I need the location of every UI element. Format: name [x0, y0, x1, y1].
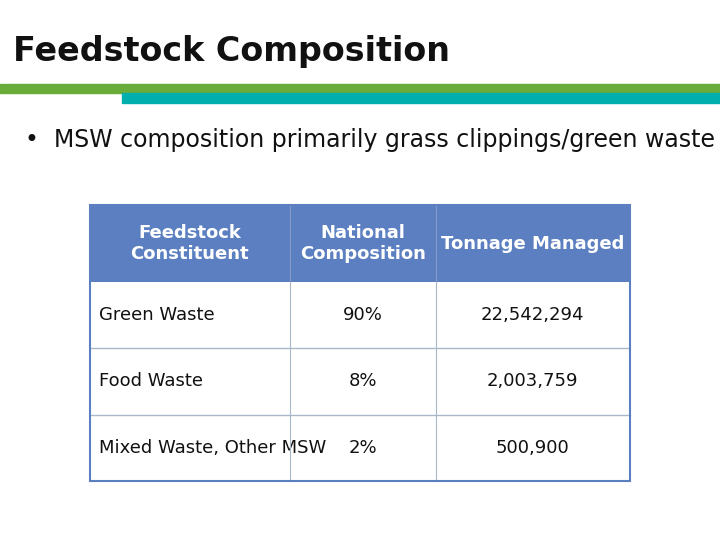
Text: 500,900: 500,900 [496, 438, 570, 456]
Text: 2%: 2% [348, 438, 377, 456]
Text: 2,003,759: 2,003,759 [487, 373, 579, 390]
Text: Food Waste: Food Waste [99, 373, 202, 390]
Text: 8%: 8% [348, 373, 377, 390]
Text: 90%: 90% [343, 306, 382, 325]
Text: Green Waste: Green Waste [99, 306, 215, 325]
Text: National
Composition: National Composition [300, 224, 426, 263]
Text: 22,542,294: 22,542,294 [481, 306, 585, 325]
Text: Tonnage Managed: Tonnage Managed [441, 235, 624, 253]
Text: Mixed Waste, Other MSW: Mixed Waste, Other MSW [99, 438, 326, 456]
Text: Feedstock Composition: Feedstock Composition [13, 35, 450, 68]
Text: Feedstock
Constituent: Feedstock Constituent [130, 224, 249, 263]
Text: •  MSW composition primarily grass clippings/green waste: • MSW composition primarily grass clippi… [25, 129, 715, 152]
